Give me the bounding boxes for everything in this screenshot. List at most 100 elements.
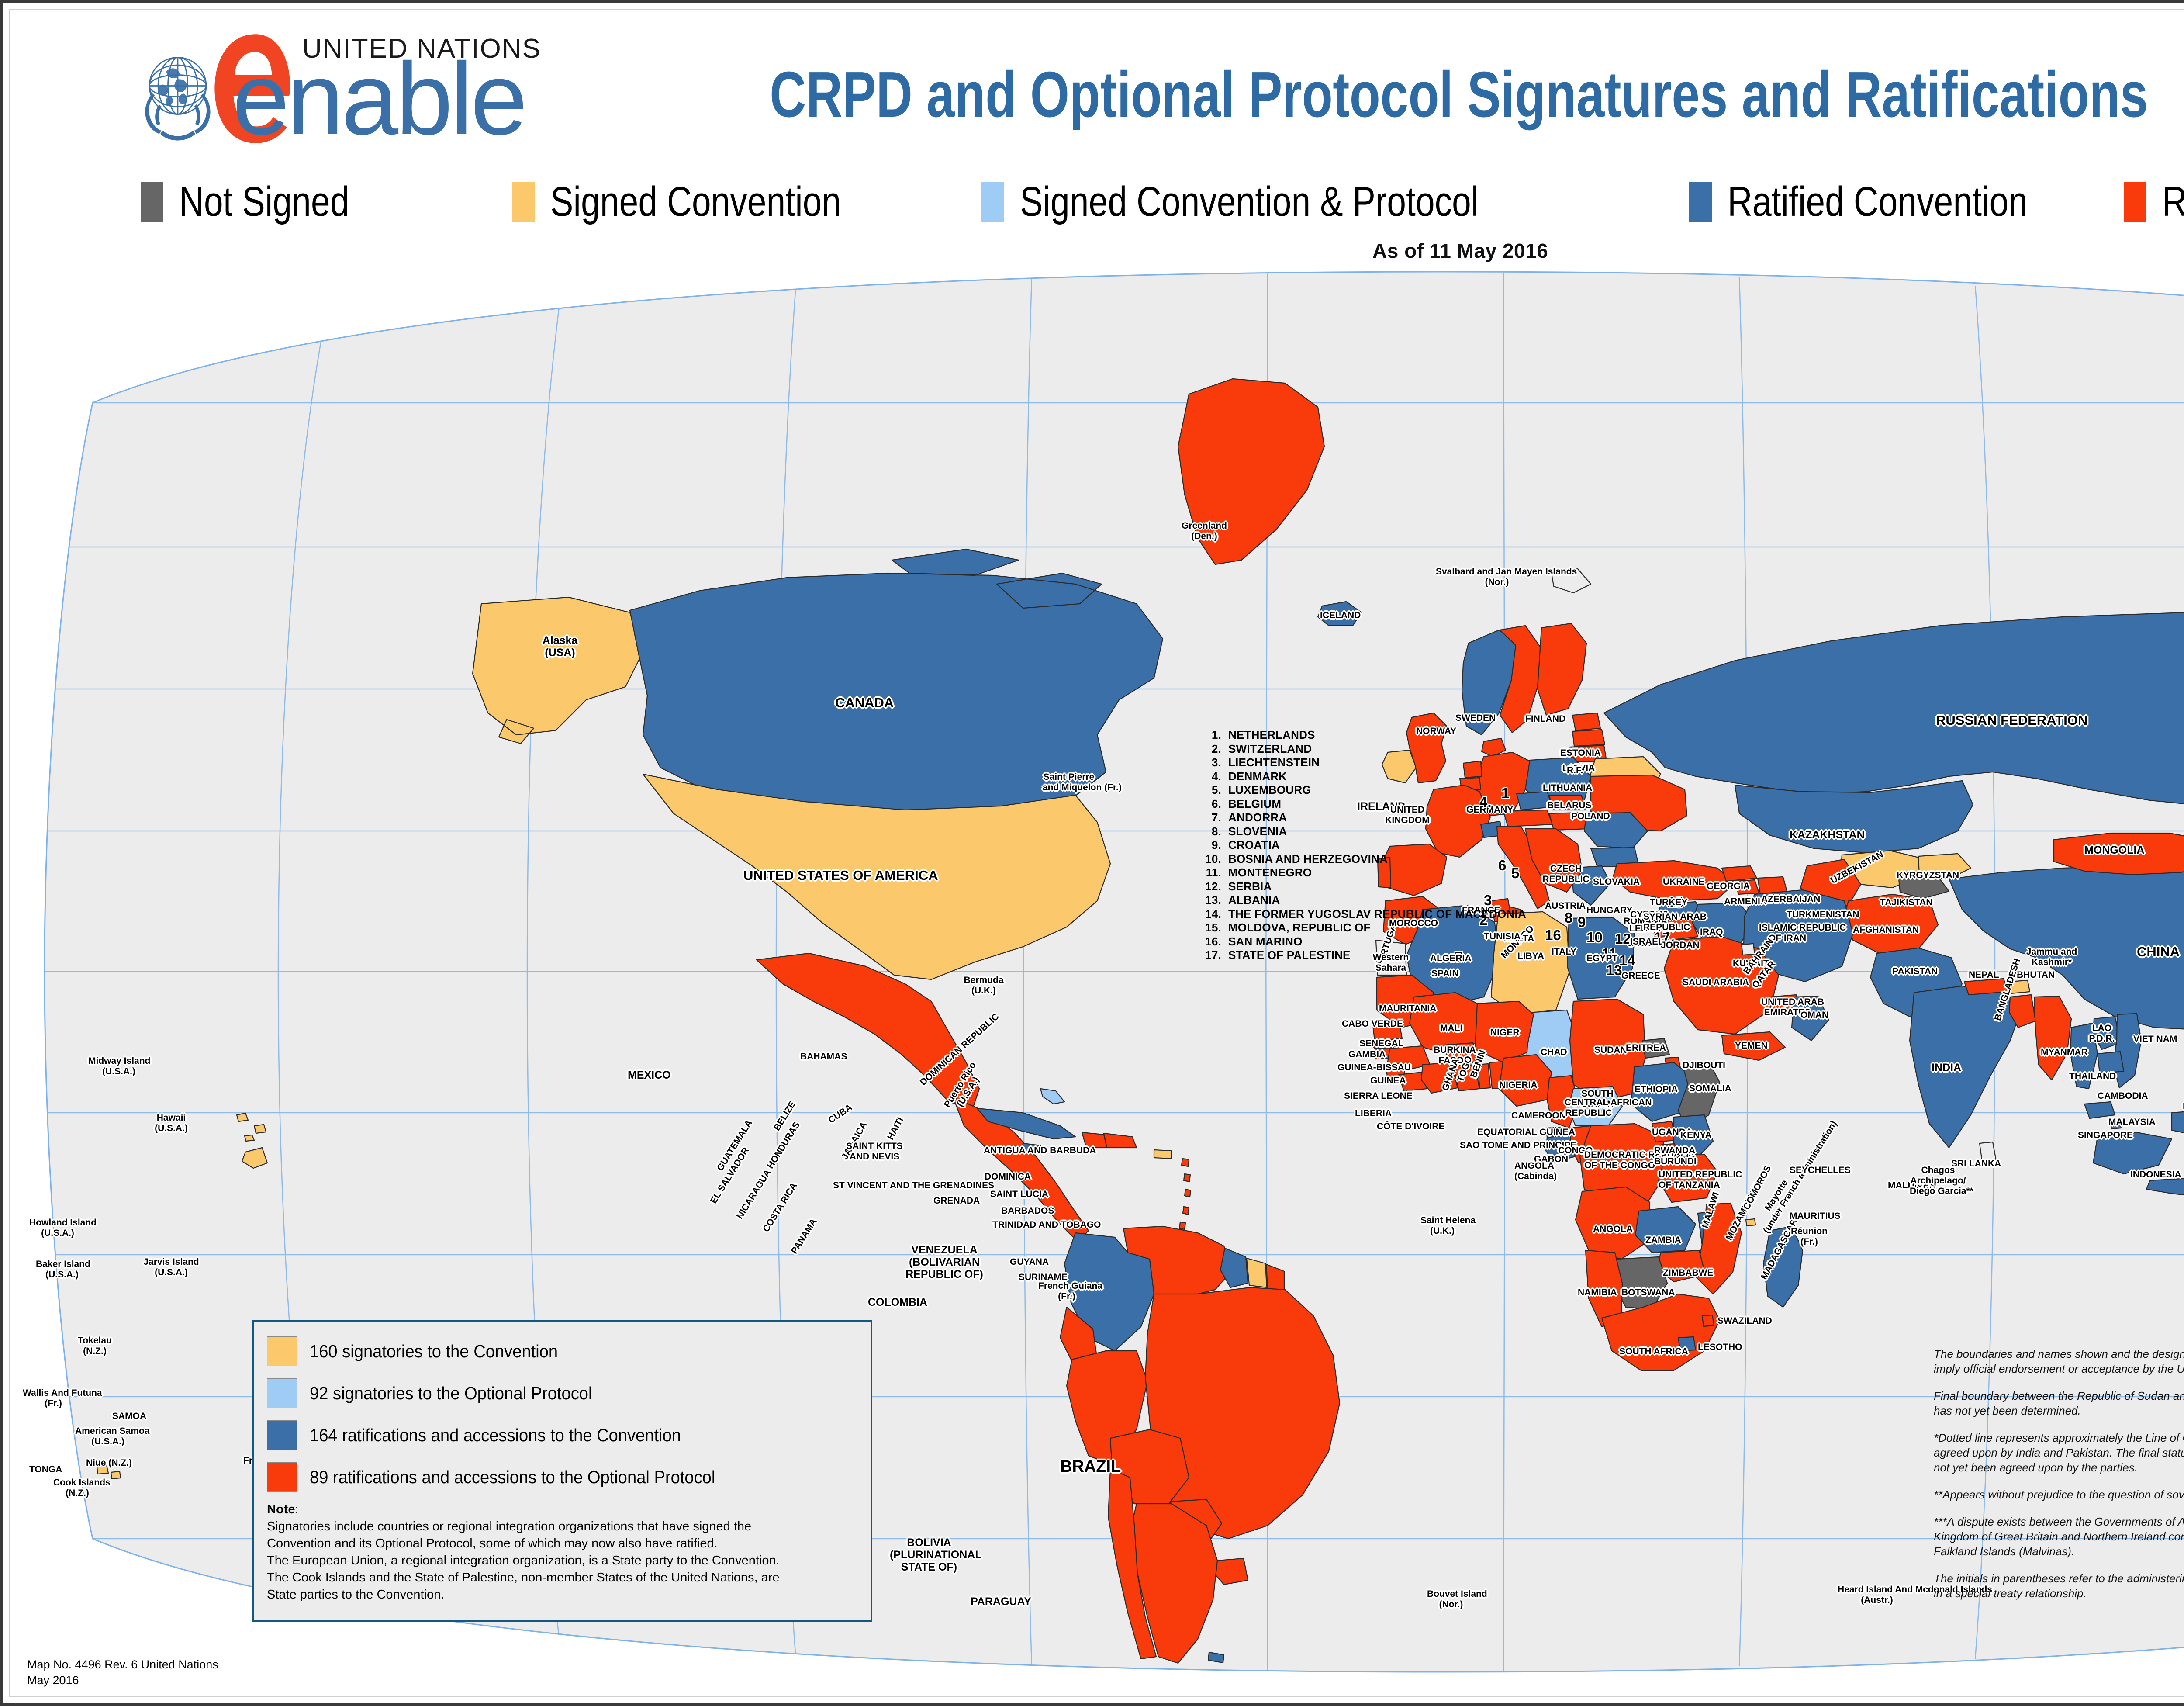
country-jamaica[interactable] [1021,1142,1041,1154]
country-cote-divoire[interactable] [1420,1062,1458,1094]
country-myanmar[interactable] [2033,995,2072,1081]
country-armenia[interactable] [1734,879,1760,895]
country-comoros[interactable] [1745,1218,1756,1227]
country-oman[interactable] [1791,995,1830,1042]
country-jordan[interactable] [1664,918,1699,941]
europe-key-number: 2. [1211,742,1221,755]
legend-box-text-signed-protocol: 92 signatories to the Optional Protocol [310,1383,592,1403]
country-swaziland[interactable] [1701,1314,1715,1327]
country-denmark[interactable] [1481,737,1507,758]
country-uganda[interactable] [1651,1121,1677,1143]
country-liberia[interactable] [1398,1071,1428,1092]
euro-num-14: 14 [1619,952,1635,969]
country-guyana[interactable] [1220,1247,1249,1288]
footer-map-date: May 2016 [27,1674,79,1687]
europe-key-row: 4. DENMARK [1198,770,1526,784]
country-balkans[interactable] [1524,828,1583,893]
country-malaysia[interactable] [2084,1101,2184,1138]
country-eritrea[interactable] [1641,1038,1670,1059]
legend-box-row-ratified-protocol: 89 ratifications and accessions to the O… [267,1459,857,1495]
country-suriname[interactable] [1246,1257,1268,1288]
europe-key-row: 1. NETHERLANDS [1198,728,1526,742]
country-sri-lanka[interactable] [1979,1141,1997,1163]
country-portugal[interactable] [1377,856,1392,889]
country-lebanon[interactable] [1655,911,1666,923]
country-greece[interactable] [1570,865,1611,906]
country-lao-pdr[interactable] [2092,1016,2121,1050]
country-rwanda[interactable] [1661,1143,1677,1155]
europe-key-number: 16. [1205,934,1221,948]
country-mozambique[interactable] [1695,1202,1742,1295]
country-kuwait[interactable] [1741,943,1755,956]
country-cambodia[interactable] [2097,1051,2125,1074]
country-finland[interactable] [1537,623,1587,716]
country-estonia[interactable] [1572,712,1601,731]
euro-num-16: 16 [1545,927,1561,943]
poster-header: UNITED NATIONS enable CRPD and Optional … [10,10,2184,171]
country-yemen[interactable] [1721,1031,1786,1061]
country-gabon[interactable] [1545,1134,1576,1163]
country-bangladesh[interactable] [2008,994,2036,1028]
footer-left: Map No. 4496 Rev. 6 United Nations May 2… [27,1657,218,1688]
country-falkland-islands[interactable] [1207,1651,1225,1664]
country-togo[interactable] [1476,1063,1491,1090]
europe-key-number: 12. [1205,879,1221,893]
country-angola[interactable] [1575,1186,1651,1260]
country-france[interactable] [1425,784,1491,858]
country-egypt[interactable] [1566,917,1635,1000]
country-slovakia[interactable] [1548,794,1587,811]
country-sweden[interactable] [1499,625,1541,734]
country-cuba[interactable] [976,1107,1076,1140]
country-latvia[interactable] [1572,729,1606,747]
country-venezuela[interactable] [1123,1225,1234,1299]
country-haiti[interactable] [1081,1132,1108,1149]
country-libya[interactable] [1490,911,1571,1015]
country-puerto-rico[interactable] [1153,1149,1172,1159]
country-burkina-faso[interactable] [1444,1042,1478,1066]
country-zambia[interactable] [1635,1206,1697,1253]
country-alaska[interactable] [472,596,644,744]
country-chile[interactable] [1107,1468,1157,1660]
country-united-states-of-america[interactable] [642,773,1111,980]
country-thailand[interactable] [2070,1022,2098,1090]
country-lesotho[interactable] [1677,1336,1697,1352]
country-bhutan[interactable] [2008,979,2031,994]
country-israel[interactable] [1652,921,1666,938]
country-turkey[interactable] [1612,860,1736,902]
country-iceland[interactable] [1317,601,1362,626]
country-samoa[interactable] [96,1464,121,1480]
europe-key-row: 2. SWITZERLAND [1198,742,1526,756]
country-south-africa[interactable] [1601,1293,1721,1371]
country-greenland[interactable] [1177,378,1325,565]
country-russian-federation[interactable] [1603,609,2184,808]
country-svalbard[interactable] [1551,568,1592,594]
country-ireland[interactable] [1381,749,1417,784]
country-mongolia[interactable] [2053,832,2184,875]
country-madagascar[interactable] [1762,1225,1804,1308]
country-georgia[interactable] [1721,865,1758,882]
country-netherlands[interactable] [1462,760,1482,779]
country-lesser-antilles[interactable] [1178,1158,1192,1230]
country-kyrgyzstan[interactable] [1918,853,1972,880]
country-hawaii[interactable] [236,1112,268,1169]
country-canada[interactable] [629,548,1164,814]
country-hungary[interactable] [1548,812,1590,831]
country-bahamas[interactable] [1040,1088,1065,1105]
country-kazakhstan[interactable] [1734,780,1974,854]
country-nepal[interactable] [1963,978,2009,996]
country-polygons[interactable] [96,378,2184,1664]
country-dominican-republic[interactable] [1103,1132,1137,1149]
country-united-kingdom[interactable] [1406,712,1448,784]
country-brazil[interactable] [1144,1287,1341,1540]
country-islamic-republic-of-iran[interactable] [1743,889,1854,983]
country-saudi-arabia[interactable] [1663,936,1780,1035]
country-gambia[interactable] [1372,1039,1396,1048]
country-tajikistan[interactable] [1898,876,1950,900]
europe-key-number: 3. [1211,756,1221,769]
country-senegal[interactable] [1372,1019,1403,1042]
country-united-republic-of-tanzania[interactable] [1658,1153,1718,1203]
country-colombia[interactable] [1064,1232,1155,1352]
country-indonesia[interactable] [2092,1127,2184,1201]
europe-key-number: 13. [1205,893,1221,907]
country-singapore[interactable] [2110,1120,2122,1130]
